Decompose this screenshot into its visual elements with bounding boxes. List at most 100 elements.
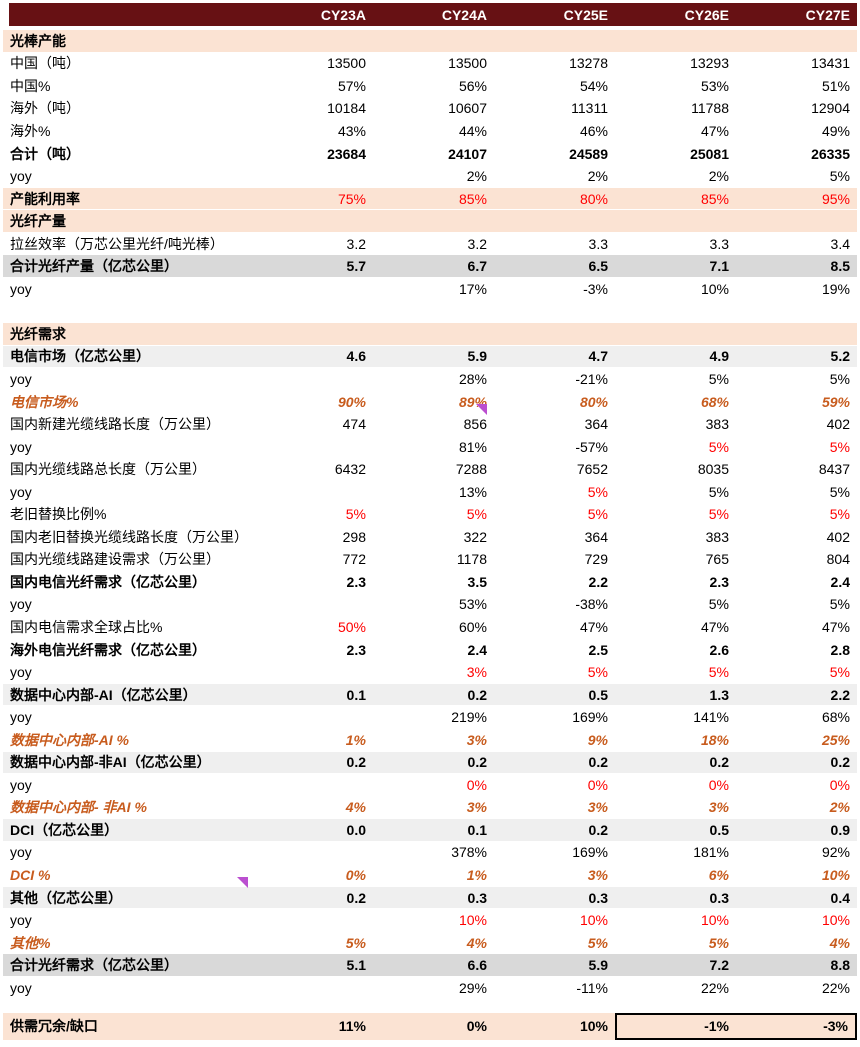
- table-cell: 24589: [569, 145, 608, 162]
- row-label: yoy: [10, 438, 32, 455]
- table-row: yoy 378% 169% 181% 92%: [3, 842, 857, 865]
- table-cell: 19%: [821, 280, 850, 297]
- table-cell: 10%: [821, 867, 850, 883]
- table-row: yoy 3% 5% 5% 5%: [3, 661, 857, 684]
- table-cell: 402: [826, 528, 850, 545]
- table-cell: -21%: [575, 370, 608, 387]
- row-label: DCI %: [10, 867, 51, 883]
- table-cell: 13500: [327, 55, 366, 72]
- table-row: 数据中心内部-AI（亿芯公里） 0.1 0.2 0.5 1.3 2.2: [3, 683, 857, 707]
- table-cell: 2%: [587, 168, 608, 185]
- table-cell: 364: [584, 416, 608, 433]
- table-cell: 13293: [690, 55, 729, 72]
- table-cell: 5%: [708, 506, 729, 523]
- table-cell: 383: [705, 416, 729, 433]
- table-cell: 0.3: [467, 889, 487, 906]
- table-cell: 0.2: [830, 754, 850, 771]
- table-cell: 11%: [338, 1018, 366, 1035]
- table-row: 其他% 5% 4% 5% 5% 4%: [3, 932, 857, 955]
- column-header-cy24a: CY24A: [441, 6, 487, 23]
- table-cell: 18%: [700, 731, 729, 748]
- table-cell: 2.8: [830, 641, 850, 658]
- table-cell: 5%: [829, 438, 850, 455]
- column-header-cy27e: CY27E: [805, 6, 850, 23]
- table-cell: 5%: [829, 596, 850, 613]
- table-cell: 5%: [829, 506, 850, 523]
- table-cell: 4.9: [709, 348, 729, 365]
- table-cell: 2.4: [467, 641, 487, 658]
- table-row: 合计光纤产量（亿芯公里） 5.7 6.7 6.5 7.1 8.5: [3, 255, 857, 279]
- table-cell: 0.2: [588, 821, 608, 838]
- table-cell: 4%: [466, 934, 487, 951]
- row-label: 中国（吨）: [10, 55, 80, 72]
- row-label: yoy: [10, 483, 32, 500]
- table-cell: 26335: [811, 145, 850, 162]
- table-cell: 0%: [345, 867, 366, 883]
- table-cell: 5.1: [346, 957, 366, 974]
- table-cell: 5.2: [830, 348, 850, 365]
- table-cell: 0.4: [830, 889, 850, 906]
- table-cell: 2.5: [588, 641, 608, 658]
- table-row: 合计（吨） 23684 24107 24589 25081 26335: [3, 143, 857, 166]
- table-cell: 23684: [327, 145, 366, 162]
- comment-marker-icon: [237, 877, 248, 888]
- table-cell: 0.2: [588, 754, 608, 771]
- row-label: yoy: [10, 776, 32, 793]
- table-cell: 68%: [700, 393, 729, 410]
- table-cell: 8.5: [830, 258, 850, 275]
- row-label: yoy: [10, 709, 32, 726]
- table-row: 国内电信光纤需求（亿芯公里） 2.3 3.5 2.2 2.3 2.4: [3, 571, 857, 594]
- table-cell: 4%: [345, 799, 366, 816]
- table-cell: 8.8: [830, 957, 850, 974]
- row-label: 国内电信需求全球占比%: [10, 618, 163, 635]
- table-cell: 0.2: [709, 754, 729, 771]
- table-cell: 9%: [587, 731, 608, 748]
- table-cell: 3.4: [830, 235, 850, 252]
- table-row: DCI（亿芯公里） 0.0 0.1 0.2 0.5 0.9: [3, 819, 857, 842]
- table-row: 产能利用率 75% 85% 80% 85% 95%: [3, 187, 857, 211]
- table-cell: 0.2: [346, 889, 366, 906]
- table-cell: 4%: [829, 934, 850, 951]
- table-cell: 2%: [708, 168, 729, 185]
- table-cell: 6%: [708, 867, 729, 883]
- table-row: 电信市场（亿芯公里） 4.6 5.9 4.7 4.9 5.2: [3, 345, 857, 369]
- table-row: 电信市场% 90% 89% 80% 68% 59%: [3, 391, 857, 414]
- table-row: yoy 219% 169% 141% 68%: [3, 706, 857, 729]
- table-cell: 10607: [448, 100, 487, 117]
- table-row: 数据中心内部-AI % 1% 3% 9% 18% 25%: [3, 729, 857, 752]
- table-row: 海外% 43% 44% 46% 47% 49%: [3, 120, 857, 143]
- row-label: yoy: [10, 280, 32, 297]
- row-label: 光纤需求: [10, 325, 66, 342]
- table-cell: 8437: [818, 461, 850, 478]
- row-label: 光纤产量: [10, 213, 66, 230]
- table-cell: 3%: [708, 799, 729, 816]
- row-label: yoy: [10, 596, 32, 613]
- table-row: 海外（吨） 10184 10607 11311 11788 12904: [3, 98, 857, 121]
- row-label: 老旧替换比例%: [10, 506, 107, 523]
- row-label: 合计光纤产量（亿芯公里）: [10, 258, 178, 275]
- table-cell: 2.4: [830, 573, 850, 590]
- table-cell: 141%: [693, 709, 729, 726]
- table-cell: 5%: [708, 934, 729, 951]
- table-cell: 0.5: [709, 821, 729, 838]
- row-label: yoy: [10, 370, 32, 387]
- table-cell: 10%: [700, 912, 729, 929]
- table-cell: 5.9: [467, 348, 487, 365]
- row-label: 电信市场（亿芯公里）: [10, 348, 150, 365]
- table-cell: 169%: [572, 844, 608, 861]
- table-cell: 24107: [448, 145, 487, 162]
- table-cell: 5%: [587, 483, 608, 500]
- table-cell: 11788: [691, 100, 729, 117]
- table-cell: 5%: [829, 664, 850, 681]
- table-cell: 5.9: [588, 957, 608, 974]
- table-cell: 2.2: [588, 573, 608, 590]
- table-cell: 5%: [587, 664, 608, 681]
- row-label: 光棒产能: [10, 32, 66, 49]
- table-cell: 169%: [572, 709, 608, 726]
- row-label: 数据中心内部- 非AI %: [10, 799, 147, 816]
- table-cell: 1178: [456, 551, 487, 568]
- table-row: yoy 2% 2% 2% 5%: [3, 165, 857, 188]
- table-cell: 322: [463, 528, 487, 545]
- table-cell: 1%: [345, 731, 366, 748]
- table-cell: 3%: [466, 799, 487, 816]
